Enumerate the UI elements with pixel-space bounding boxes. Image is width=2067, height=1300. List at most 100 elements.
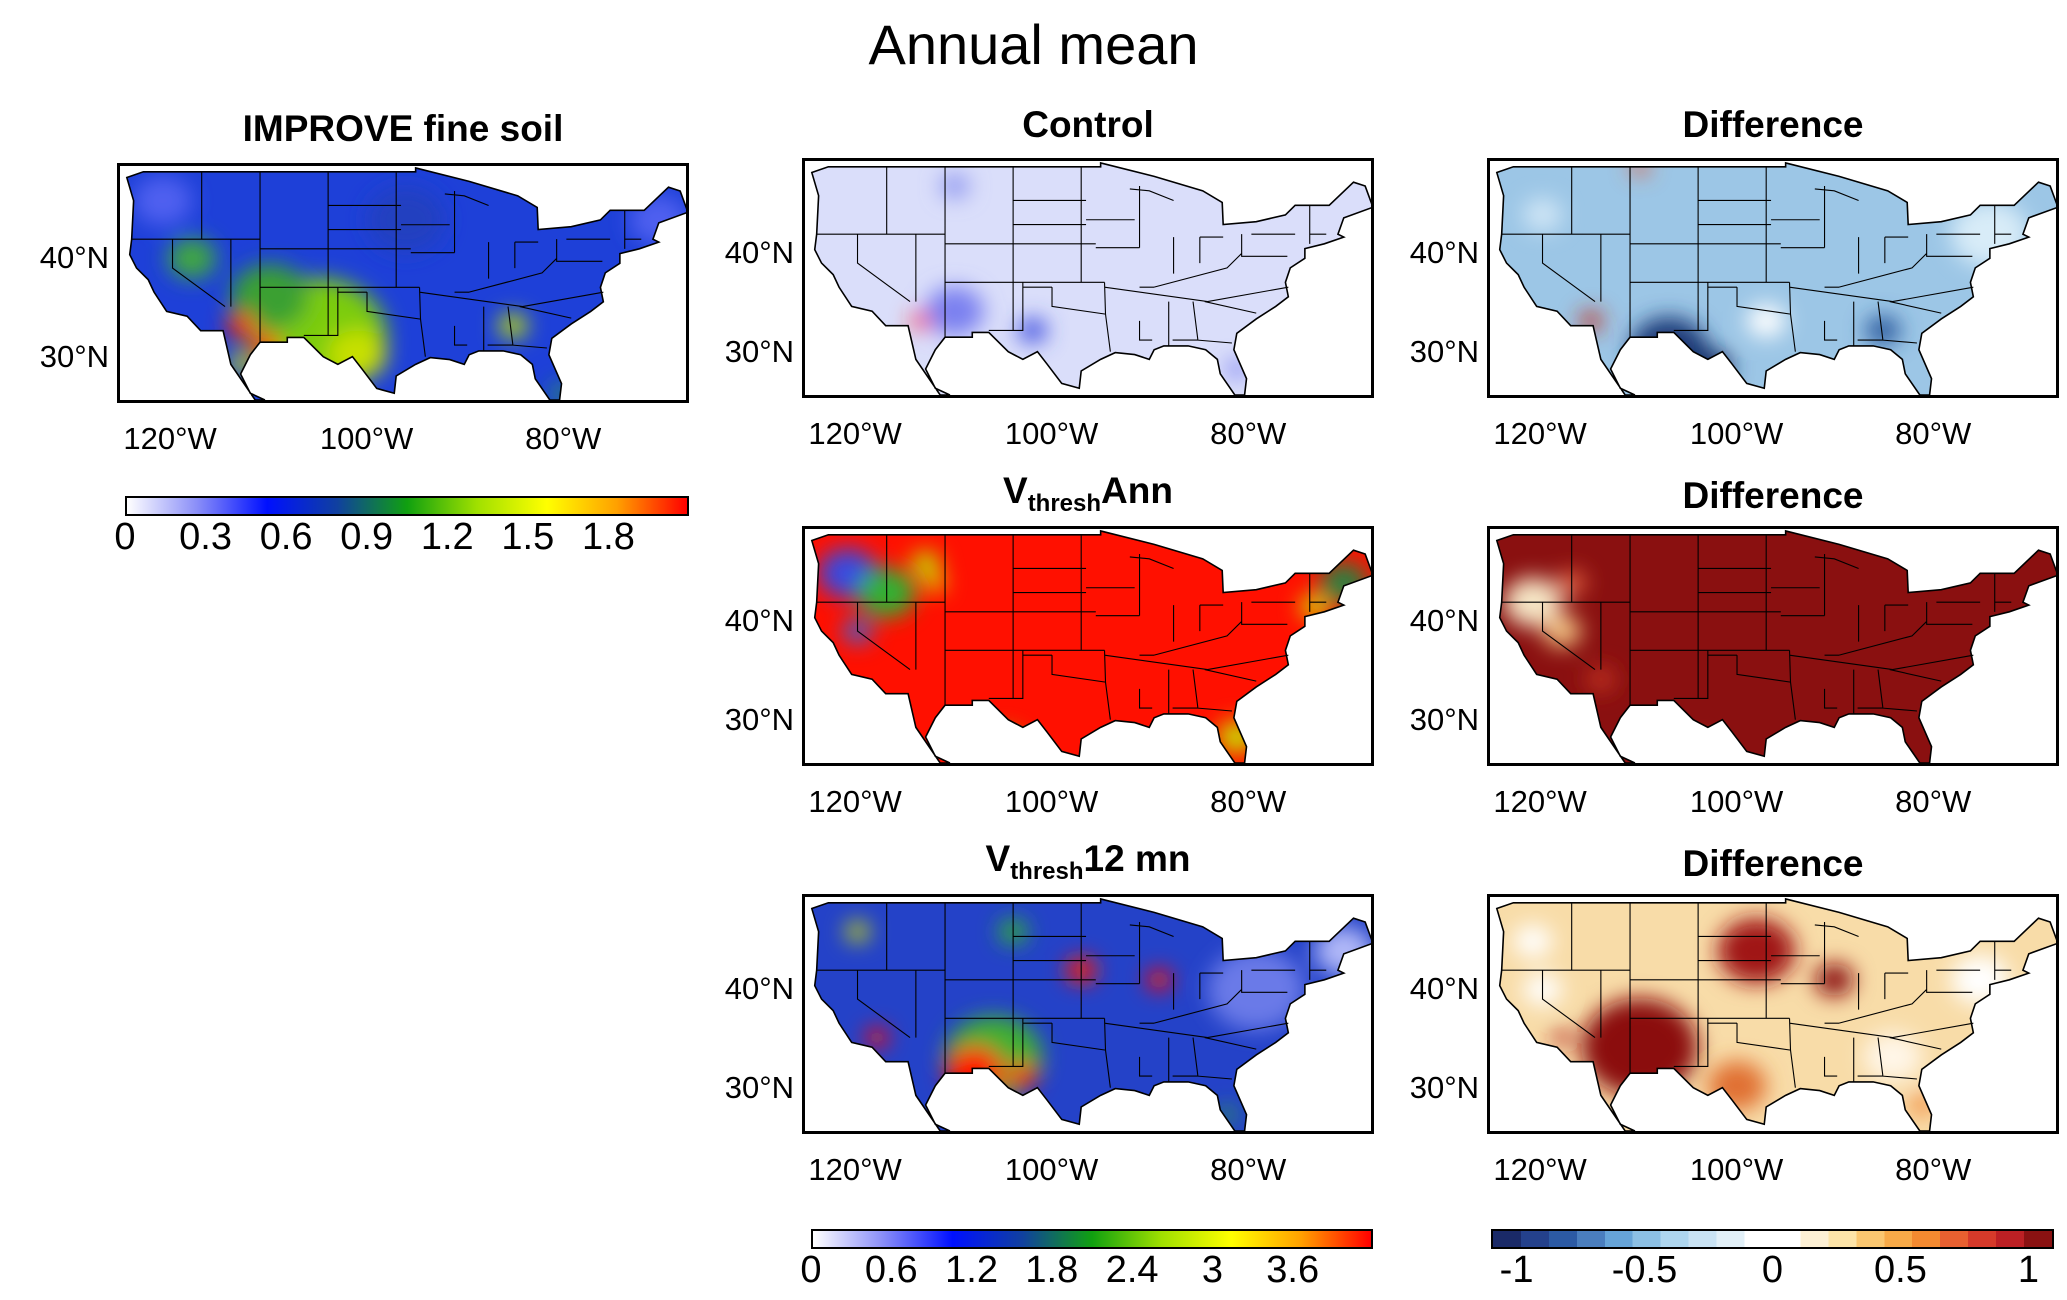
title-suffix: Ann (1101, 470, 1173, 511)
field-blob (1717, 918, 1796, 984)
us-outline (812, 163, 1371, 395)
field-blob (940, 173, 970, 199)
field-blob (498, 313, 528, 339)
lat-label: 40°N (724, 970, 794, 1006)
field-blob (1008, 1063, 1038, 1089)
colorbar-tick-label: 3 (1201, 1249, 1223, 1291)
panel-title-diff1: Difference (1487, 104, 2059, 146)
panel-title-text: IMPROVE fine soil (242, 108, 564, 149)
field-blob (167, 237, 217, 279)
colorbar-tick-label: 0.6 (259, 516, 313, 558)
field-blob (629, 195, 686, 245)
lon-label: 80°W (1895, 784, 1972, 819)
lat-label: 30°N (724, 333, 794, 369)
title-v: V (985, 838, 1011, 879)
lat-label: 40°N (1409, 602, 1479, 638)
state-borders (817, 903, 1327, 1088)
field-blob (1950, 955, 2010, 1005)
lat-label: 40°N (1409, 970, 1479, 1006)
colorbar-tick-label: 3.6 (1266, 1249, 1320, 1291)
field-blob (1319, 562, 1369, 604)
panel-title-diff3: Difference (1487, 843, 2059, 885)
lon-label: 80°W (1895, 1152, 1972, 1187)
colorbar-tick-label: 0 (1761, 1249, 1784, 1291)
field-blob (1017, 318, 1048, 343)
field-blob (1678, 739, 1718, 763)
colorbar-tick-label: 1.2 (945, 1249, 998, 1291)
map-panel-improve (117, 163, 689, 403)
colorbar-tick-label: 0 (800, 1249, 822, 1291)
lat-label: 30°N (39, 338, 109, 374)
field-blob (1300, 594, 1330, 620)
colorbar-difference (1491, 1229, 2054, 1249)
lon-label: 100°W (1689, 416, 1784, 451)
lat-label: 30°N (1409, 333, 1479, 369)
map-panel-control (802, 158, 1374, 398)
lon-label: 100°W (1689, 1152, 1784, 1187)
lat-label: 30°N (724, 1069, 794, 1105)
us-outline (127, 168, 686, 400)
field-blob (1207, 948, 1305, 1031)
panel-title-diff2: Difference (1487, 475, 2059, 517)
lon-label: 100°W (1689, 784, 1784, 819)
lon-label: 120°W (1493, 416, 1587, 451)
field-blob (1746, 304, 1786, 338)
colorbar-improve (125, 496, 689, 516)
colorbar-tick-label: 1 (2017, 1249, 2039, 1291)
panel-title-text: Difference (1682, 104, 1864, 145)
lon-label: 100°W (1004, 784, 1099, 819)
field-blob (845, 921, 870, 942)
lat-label: 30°N (724, 701, 794, 737)
colorbar-tick-label: 1.2 (420, 516, 474, 558)
field-blob (925, 574, 946, 592)
map-panel-vann (802, 526, 1374, 766)
field-blob (226, 313, 256, 339)
lon-label: 100°W (1004, 416, 1099, 451)
lon-label: 100°W (319, 421, 414, 456)
field-blob (230, 264, 309, 330)
field-blob (133, 176, 192, 226)
colorbar-tick-label: 0 (114, 516, 136, 558)
map-diff3 (1490, 897, 2056, 1131)
field-blob (1865, 315, 1901, 346)
title-v: V (1003, 470, 1028, 511)
lon-label: 120°W (1493, 1152, 1587, 1187)
colorbar-tick-label: 1.8 (1025, 1249, 1079, 1291)
figure-title: Annual mean (868, 13, 1199, 76)
field-blob (1814, 963, 1854, 997)
field-blob (1586, 666, 1616, 692)
panel-title-vann: VthreshAnn (802, 470, 1374, 518)
state-borders (1502, 903, 2012, 1088)
map-diff2 (1490, 529, 2056, 763)
colorbar-tick-label: 1.5 (501, 516, 555, 558)
lon-label: 120°W (123, 421, 217, 456)
map-v12 (805, 897, 1371, 1131)
map-panel-v12 (802, 894, 1374, 1134)
field-blob (1513, 924, 1553, 958)
lon-label: 80°W (1210, 784, 1287, 819)
state-borders (1502, 535, 2012, 720)
field-blob (328, 330, 387, 380)
colorbar-tick-label: -0.5 (1611, 1249, 1678, 1291)
map-panel-diff2 (1487, 526, 2059, 766)
state-borders (817, 535, 1327, 720)
panel-title-text: Control (1022, 104, 1154, 145)
field-blob (367, 187, 445, 253)
field-blob (1227, 360, 1247, 378)
lon-label: 100°W (1004, 1152, 1099, 1187)
title-subscript: thresh (1010, 858, 1084, 885)
panel-title-text: Difference (1682, 843, 1864, 884)
title-subscript: thresh (1027, 490, 1102, 517)
field-blob (1146, 969, 1172, 991)
map-diff1 (1490, 161, 2056, 395)
us-outline (1497, 531, 2056, 763)
map-improve (120, 166, 686, 400)
map-vann (805, 529, 1371, 763)
colorbar-tick-label: 2.4 (1105, 1249, 1159, 1291)
field-blob (1863, 1032, 1922, 1082)
colorbar-tick-label: 0.5 (1874, 1249, 1927, 1291)
field-blob (1314, 926, 1371, 976)
lon-label: 80°W (1210, 416, 1287, 451)
field-blob (1523, 198, 1562, 232)
lat-label: 40°N (39, 239, 109, 275)
